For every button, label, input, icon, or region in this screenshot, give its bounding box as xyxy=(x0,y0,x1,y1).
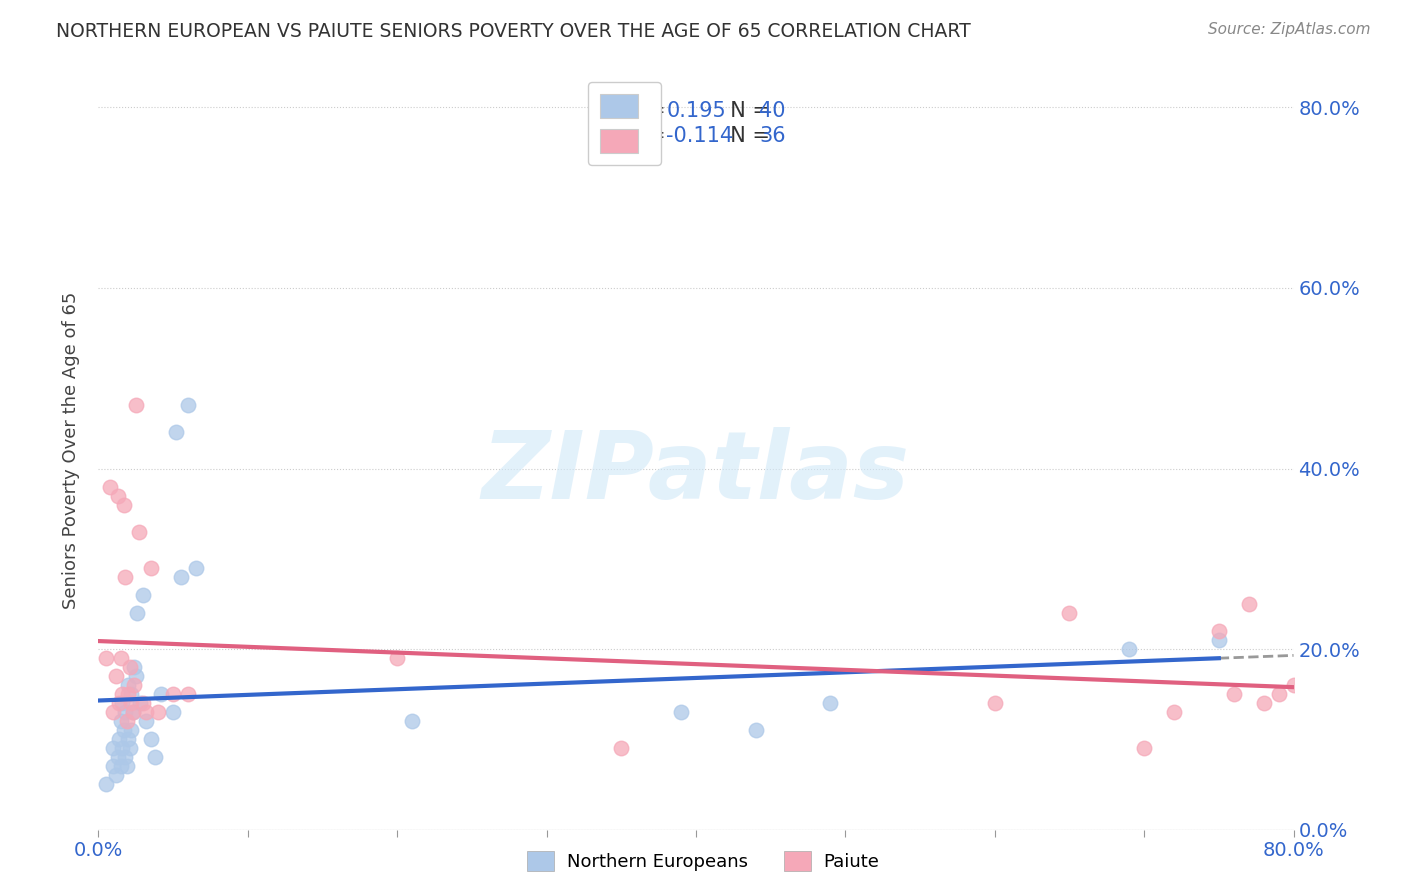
Point xyxy=(139,561,162,575)
Point xyxy=(124,678,146,692)
Point xyxy=(118,660,141,674)
Point xyxy=(177,687,200,701)
Point xyxy=(105,669,128,683)
Point xyxy=(984,696,1007,710)
Point xyxy=(94,777,117,791)
Point xyxy=(98,479,122,493)
Point xyxy=(108,696,131,710)
Point xyxy=(121,705,143,719)
Point xyxy=(117,732,139,747)
Point xyxy=(1118,642,1140,657)
Point xyxy=(139,732,162,747)
Point xyxy=(111,687,134,701)
Point xyxy=(110,714,132,729)
Point xyxy=(162,687,184,701)
Point xyxy=(103,759,125,773)
Point xyxy=(111,696,134,710)
Point xyxy=(124,660,146,674)
Text: ZIPatlas: ZIPatlas xyxy=(482,427,910,519)
Point xyxy=(385,651,409,665)
Point xyxy=(128,524,150,539)
Point xyxy=(120,687,142,701)
Point xyxy=(110,651,132,665)
Point xyxy=(135,705,157,719)
Point xyxy=(169,570,191,584)
Legend: Northern Europeans, Paiute: Northern Europeans, Paiute xyxy=(520,844,886,879)
Point xyxy=(115,714,138,729)
Text: Source: ZipAtlas.com: Source: ZipAtlas.com xyxy=(1208,22,1371,37)
Point xyxy=(132,696,155,710)
Text: NORTHERN EUROPEAN VS PAIUTE SENIORS POVERTY OVER THE AGE OF 65 CORRELATION CHART: NORTHERN EUROPEAN VS PAIUTE SENIORS POVE… xyxy=(56,22,972,41)
Point xyxy=(177,398,200,412)
Point xyxy=(610,741,633,756)
Point xyxy=(1267,687,1289,701)
Point xyxy=(135,714,157,729)
Point xyxy=(125,398,148,412)
Point xyxy=(1253,696,1275,710)
Point xyxy=(107,489,129,503)
Point xyxy=(165,425,187,440)
Point xyxy=(107,750,129,764)
Point xyxy=(127,606,149,620)
Legend: , : , xyxy=(588,82,661,165)
Point xyxy=(94,651,117,665)
Point xyxy=(150,687,173,701)
Point xyxy=(162,705,184,719)
Point xyxy=(1059,606,1081,620)
Point xyxy=(129,696,152,710)
Y-axis label: Seniors Poverty Over the Age of 65: Seniors Poverty Over the Age of 65 xyxy=(62,292,80,609)
Point xyxy=(1163,705,1185,719)
Text: -0.114: -0.114 xyxy=(666,126,734,145)
Point xyxy=(118,741,141,756)
Text: 0.195: 0.195 xyxy=(666,101,725,120)
Point xyxy=(745,723,768,738)
Point xyxy=(112,498,135,512)
Text: N =: N = xyxy=(717,101,776,120)
Point xyxy=(120,723,142,738)
Point xyxy=(1208,633,1230,648)
Point xyxy=(1208,624,1230,638)
Text: 36: 36 xyxy=(759,126,786,145)
Point xyxy=(103,741,125,756)
Point xyxy=(112,723,135,738)
Point xyxy=(1223,687,1246,701)
Text: R =: R = xyxy=(627,126,672,145)
Point xyxy=(110,759,132,773)
Point xyxy=(114,705,136,719)
Point xyxy=(132,588,155,602)
Point xyxy=(114,750,136,764)
Point xyxy=(105,768,128,782)
Point xyxy=(117,687,139,701)
Point xyxy=(1133,741,1156,756)
Point xyxy=(184,561,207,575)
Point xyxy=(108,732,131,747)
Point xyxy=(820,696,842,710)
Point xyxy=(121,705,143,719)
Point xyxy=(1282,678,1305,692)
Text: N =: N = xyxy=(717,126,776,145)
Point xyxy=(111,741,134,756)
Point xyxy=(125,669,148,683)
Point xyxy=(1237,597,1260,611)
Text: 40: 40 xyxy=(759,101,786,120)
Point xyxy=(114,570,136,584)
Point xyxy=(120,696,142,710)
Point xyxy=(103,705,125,719)
Point xyxy=(401,714,423,729)
Text: R =: R = xyxy=(627,101,672,120)
Point xyxy=(148,705,170,719)
Point xyxy=(143,750,166,764)
Point xyxy=(117,678,139,692)
Point xyxy=(669,705,692,719)
Point xyxy=(115,759,138,773)
